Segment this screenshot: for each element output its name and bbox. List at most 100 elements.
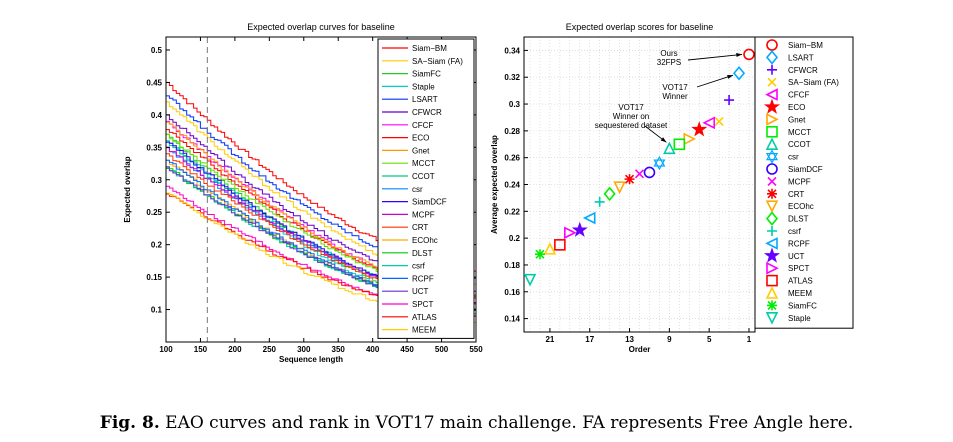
legend-entry-MCCT: MCCT	[788, 128, 811, 137]
left-ylabel: Expected overlap	[123, 156, 132, 222]
right-points-group	[523, 48, 755, 287]
point-Staple	[523, 273, 537, 287]
legend-label-MCCT: MCCT	[412, 159, 435, 168]
left-ytick-label: 0.25	[146, 208, 162, 217]
left-xlabel: Sequence length	[279, 355, 343, 364]
annotation-ours-line: 32FPS	[657, 58, 681, 67]
legend-marker-CCOT	[765, 137, 779, 150]
left-ytick-label: 0.3	[151, 176, 163, 185]
legend-entry-MCPF: MCPF	[788, 177, 811, 186]
left-ytick-label: 0.15	[146, 273, 162, 282]
annotation-vot17-sequestered-line: Winner on	[613, 112, 649, 121]
caption-text: EAO curves and rank in VOT17 main challe…	[159, 413, 854, 433]
point-CFCF	[702, 116, 715, 130]
right-xtick-label: 5	[707, 335, 712, 344]
legend-entry-MEEM: MEEM	[788, 289, 812, 298]
legend-entry-SiamFC: SiamFC	[788, 301, 817, 310]
legend-marker-SiamFC	[767, 300, 777, 311]
legend-marker-SA−Siam (FA)	[767, 77, 777, 87]
legend-marker-CFWCR	[767, 64, 777, 75]
left-ytick-label: 0.1	[151, 306, 163, 315]
legend-label-SiamFC: SiamFC	[412, 70, 441, 79]
point-CRT	[624, 174, 635, 185]
right-ytick-label: 0.2	[509, 234, 521, 243]
legend-marker-MCPF	[767, 176, 777, 186]
legend-label-CFWCR: CFWCR	[412, 108, 442, 117]
point-csrf	[594, 196, 605, 207]
legend-entry-CFWCR: CFWCR	[788, 66, 818, 75]
legend-label-ECOhc: ECOhc	[412, 236, 438, 245]
legend-entry-Staple: Staple	[788, 314, 811, 323]
annotation-ours-arrow	[687, 53, 743, 61]
left-xtick-label: 250	[263, 345, 277, 354]
left-ytick-label: 0.45	[146, 78, 162, 87]
legend-marker-ATLAS	[766, 274, 778, 287]
point-ATLAS	[554, 239, 566, 251]
right-ytick-label: 0.22	[504, 207, 520, 216]
legend-entry-csrf: csrf	[788, 227, 802, 236]
right-ytick-label: 0.18	[504, 261, 520, 270]
right-chart-title: Expected overlap scores for baseline	[566, 22, 714, 32]
legend-marker-UCT	[763, 247, 781, 263]
right-ytick-label: 0.26	[504, 154, 520, 163]
legend-marker-MEEM	[765, 286, 779, 299]
point-UCT	[571, 221, 588, 237]
legend-entry-DLST: DLST	[788, 215, 809, 224]
legend-label-UCT: UCT	[412, 287, 429, 296]
legend-label-csrf: csrf	[412, 262, 426, 271]
right-xlabel: Order	[629, 345, 651, 354]
point-LSART	[733, 65, 746, 81]
hexagram-part	[765, 149, 779, 161]
left-axes-frame	[165, 36, 477, 343]
legend-label-LSART: LSART	[412, 95, 438, 104]
point-Siam−BM	[743, 48, 755, 61]
annotation-vot17-sequestered-line: VOT17	[618, 103, 644, 112]
legend-label-csr: csr	[412, 185, 423, 194]
point-SA−Siam (FA)	[714, 116, 724, 127]
left-xtick-label: 350	[332, 345, 346, 354]
legend-entry-UCT: UCT	[788, 252, 805, 261]
legend-entry-SA−Siam (FA): SA−Siam (FA)	[788, 78, 839, 87]
hexagram-part	[653, 159, 666, 171]
point-SiamFC	[534, 249, 545, 260]
legend-marker-CFCF	[765, 88, 778, 101]
legend-label-MCPF: MCPF	[412, 210, 435, 219]
legend-marker-csr	[765, 149, 779, 164]
legend-marker-Siam−BM	[766, 39, 778, 51]
legend-marker-ECOhc	[765, 200, 779, 213]
legend-label-CFCF: CFCF	[412, 121, 433, 130]
right-ytick-label: 0.16	[504, 288, 520, 297]
right-xtick-label: 13	[625, 335, 634, 344]
legend-marker-SPCT	[766, 261, 779, 275]
legend-label-SPCT: SPCT	[412, 300, 433, 309]
left-xtick-label: 550	[469, 345, 483, 354]
annotation-vot17-sequestered-line: sequestered dataset	[595, 121, 668, 130]
left-chart-title: Expected overlap curves for baseline	[247, 22, 395, 32]
figure-caption: Fig. 8. EAO curves and rank in VOT17 mai…	[0, 413, 953, 433]
legend-marker-csrf	[767, 226, 777, 236]
legend-label-ECO: ECO	[412, 134, 429, 143]
annotation-ours-arrowhead	[736, 52, 742, 58]
legend-label-DLST: DLST	[412, 249, 433, 258]
point-SiamDCF	[643, 166, 656, 179]
left-xtick-label: 150	[194, 345, 208, 354]
legend-entry-CCOT: CCOT	[788, 140, 811, 149]
left-xtick-label: 450	[400, 345, 414, 354]
legend-entry-LSART: LSART	[788, 53, 814, 62]
annotation-vot17-sequestered-arrowhead	[660, 137, 667, 143]
left-ytick-label: 0.2	[151, 241, 163, 250]
right-ytick-label: 0.32	[504, 73, 520, 82]
legend-entry-Siam−BM: Siam−BM	[788, 41, 823, 50]
legend-marker-Gnet	[766, 113, 779, 126]
point-CFWCR	[724, 95, 735, 106]
legend-marker-MCCT	[766, 126, 778, 138]
legend-label-RCPF: RCPF	[412, 274, 434, 283]
legend-entry-CRT: CRT	[788, 190, 804, 199]
legend-marker-DLST	[765, 211, 779, 226]
right-ytick-label: 0.14	[504, 315, 520, 324]
legend-entry-SiamDCF: SiamDCF	[788, 165, 823, 174]
legend-entry-ECOhc: ECOhc	[788, 202, 814, 211]
